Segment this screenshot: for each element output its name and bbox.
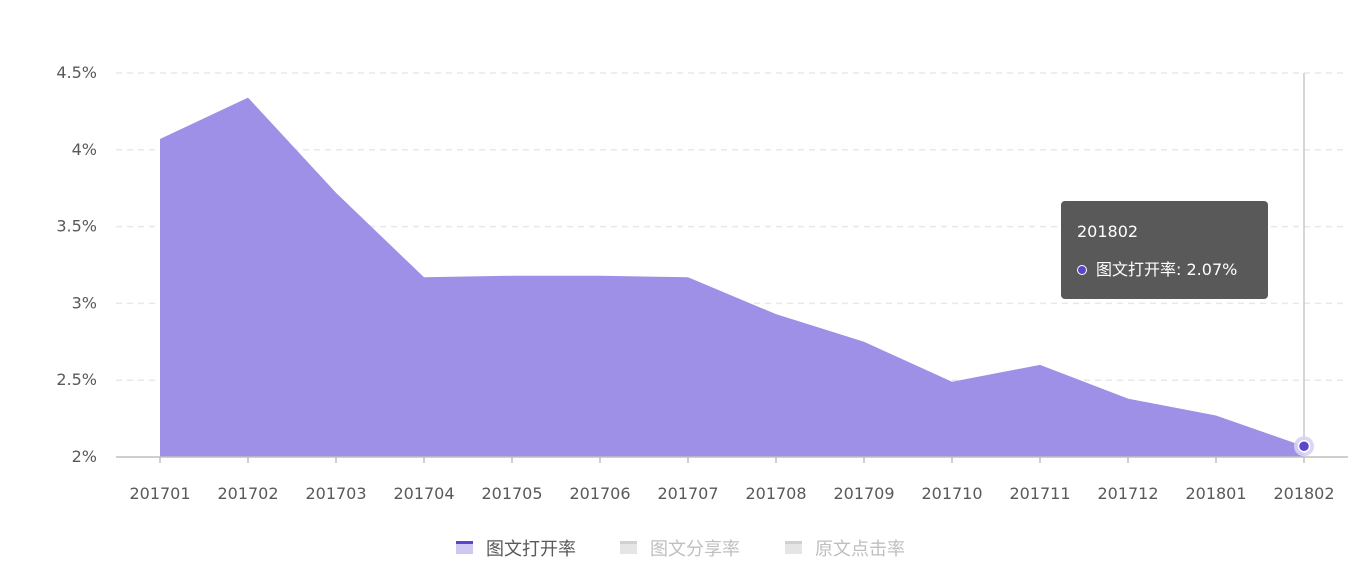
- chart-tooltip: 201802 图文打开率: 2.07%: [1061, 201, 1268, 299]
- tooltip-separator: :: [1176, 259, 1186, 281]
- y-axis: 2% 2.5% 3% 3.5% 4% 4.5%: [56, 63, 97, 466]
- legend-swatch-line: [785, 541, 802, 544]
- x-tick-label: 201705: [481, 484, 542, 503]
- y-tick-label: 4.5%: [56, 63, 97, 82]
- tooltip-title: 201802: [1077, 221, 1252, 243]
- x-tick-label: 201702: [217, 484, 278, 503]
- x-tick-label: 201802: [1273, 484, 1334, 503]
- crosshair-layer: [1294, 73, 1314, 457]
- y-tick-label: 2%: [72, 447, 97, 466]
- legend-item[interactable]: 原文点击率: [785, 539, 905, 560]
- x-tick-label: 201801: [1185, 484, 1246, 503]
- x-tick-label: 201703: [305, 484, 366, 503]
- legend-item[interactable]: 图文分享率: [620, 539, 740, 560]
- x-tick-label: 201709: [833, 484, 894, 503]
- y-tick-label: 4%: [72, 140, 97, 159]
- x-tick-label: 201712: [1097, 484, 1158, 503]
- tooltip-marker-icon: [1077, 265, 1087, 275]
- x-axis: [116, 457, 1348, 463]
- tooltip-series-name: 图文打开率: [1096, 259, 1176, 281]
- y-tick-label: 3%: [72, 293, 97, 312]
- y-tick-label: 2.5%: [56, 370, 97, 389]
- x-tick-label: 201701: [129, 484, 190, 503]
- legend-swatch-line: [620, 541, 637, 544]
- legend-label: 图文打开率: [486, 539, 576, 560]
- x-tick-label: 201711: [1009, 484, 1070, 503]
- x-tick-label: 201710: [921, 484, 982, 503]
- legend-label: 原文点击率: [815, 539, 905, 560]
- tooltip-row: 图文打开率: 2.07%: [1077, 259, 1252, 281]
- legend-label: 图文分享率: [650, 539, 740, 560]
- active-point: [1299, 441, 1310, 452]
- x-tick-label: 201706: [569, 484, 630, 503]
- x-tick-label: 201704: [393, 484, 454, 503]
- legend-item[interactable]: 图文打开率: [456, 539, 576, 560]
- x-axis-tick-labels: 201701 201702 201703 201704 201705 201706 2017…: [129, 484, 1334, 503]
- tooltip-value: 2.07%: [1187, 259, 1238, 281]
- legend-swatch-line: [456, 541, 473, 544]
- y-tick-label: 3.5%: [56, 217, 97, 236]
- x-tick-label: 201707: [657, 484, 718, 503]
- x-tick-label: 201708: [745, 484, 806, 503]
- legend[interactable]: 图文打开率 图文分享率 原文点击率: [456, 539, 905, 560]
